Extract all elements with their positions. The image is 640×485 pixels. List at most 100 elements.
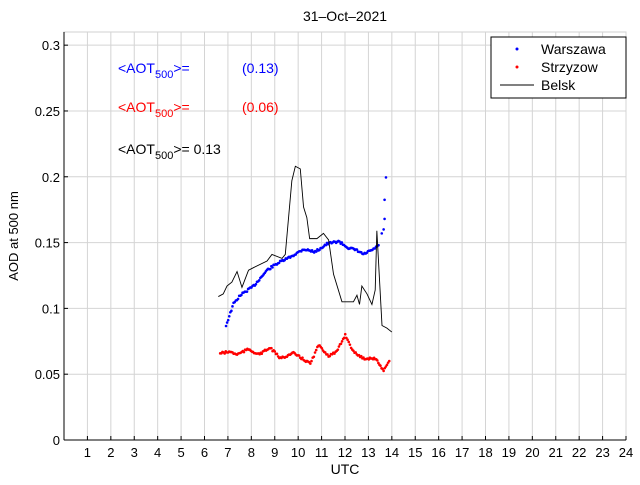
- data-point: [338, 240, 341, 243]
- aot-value: (0.06): [242, 99, 279, 115]
- data-point: [342, 336, 346, 340]
- aot-annotation: <AOT500>= 0.13: [118, 141, 221, 162]
- data-point: [314, 348, 318, 352]
- data-point: [326, 353, 329, 356]
- data-point: [381, 367, 384, 371]
- x-tick-label: 24: [619, 445, 633, 460]
- data-point: [315, 250, 318, 253]
- x-tick-label: 15: [408, 445, 422, 460]
- legend-dot-icon: [515, 47, 519, 51]
- data-point: [320, 347, 324, 350]
- legend-label: Belsk: [541, 77, 576, 93]
- legend-box: [490, 36, 627, 99]
- data-point: [313, 351, 317, 354]
- data-point: [273, 350, 277, 353]
- grid: [63, 31, 627, 441]
- x-tick-label: 11: [315, 445, 329, 460]
- data-point: [312, 355, 316, 359]
- data-point: [230, 309, 233, 313]
- data-point: [297, 354, 301, 357]
- series-layer: [218, 165, 393, 373]
- legend: Warszawa Strzyzow Belsk: [490, 36, 627, 99]
- x-tick-label: 18: [478, 445, 492, 460]
- data-point: [333, 352, 336, 355]
- aot-annotation: <AOT500>=: [118, 99, 190, 120]
- data-point: [242, 350, 246, 354]
- data-point: [225, 321, 229, 324]
- y-axis: 0 0.05 0.1 0.15 0.2 0.25 0.3: [35, 32, 68, 448]
- annotations: <AOT500>= (0.13)<AOT500>= (0.06)<AOT500>= …: [118, 60, 279, 162]
- y-tick-label: 0.2: [42, 170, 60, 185]
- data-point: [337, 345, 341, 348]
- x-tick-label: 4: [154, 445, 161, 460]
- data-point: [257, 279, 261, 282]
- data-point: [260, 352, 264, 356]
- x-tick-label: 16: [431, 445, 445, 460]
- aot-subscript: 500: [155, 150, 173, 162]
- data-point: [340, 241, 344, 244]
- x-tick-label: 14: [385, 445, 399, 460]
- data-point: [379, 364, 382, 368]
- belsk-line: [218, 165, 393, 333]
- x-tick-label: 1: [84, 445, 91, 460]
- x-tick-label: 20: [525, 445, 539, 460]
- x-tick-label: 23: [595, 445, 609, 460]
- data-point: [270, 346, 273, 350]
- data-point: [383, 217, 386, 221]
- aot-suffix: >=: [173, 60, 189, 76]
- data-point: [269, 267, 272, 271]
- aot-prefix: <AOT: [118, 60, 155, 76]
- data-point: [380, 232, 384, 235]
- data-point: [271, 266, 274, 269]
- data-point: [346, 338, 349, 342]
- data-point: [387, 359, 391, 363]
- data-point: [223, 352, 226, 355]
- series-strzyzow: [218, 332, 391, 373]
- x-tick-label: 2: [107, 445, 114, 460]
- data-point: [347, 340, 351, 344]
- data-point: [357, 353, 361, 357]
- y-axis-label: AOD at 500 nm: [6, 191, 21, 281]
- series-belsk: [218, 165, 393, 333]
- data-point: [324, 243, 328, 247]
- x-tick-label: 10: [291, 445, 305, 460]
- x-tick-label: 8: [248, 445, 255, 460]
- x-tick-label: 12: [338, 445, 352, 460]
- y-tick-label: 0.3: [42, 38, 60, 53]
- aot-value: (0.13): [242, 60, 279, 76]
- data-point: [245, 290, 249, 293]
- data-point: [384, 176, 388, 179]
- data-point: [254, 282, 258, 286]
- data-point: [309, 362, 312, 365]
- data-point: [310, 359, 313, 363]
- data-point: [277, 261, 281, 265]
- data-point: [359, 354, 363, 358]
- x-tick-label: 21: [549, 445, 563, 460]
- data-point: [354, 351, 357, 354]
- data-point: [340, 340, 344, 343]
- x-tick-label: 6: [201, 445, 208, 460]
- data-point: [382, 369, 385, 373]
- aot-suffix: >=: [173, 141, 193, 157]
- legend-dot-icon: [515, 65, 519, 69]
- y-tick-label: 0: [53, 433, 60, 448]
- aot-annotation: <AOT500>=: [118, 60, 190, 81]
- data-point: [226, 318, 230, 322]
- data-point: [343, 332, 347, 336]
- y-tick-label: 0.15: [35, 236, 60, 251]
- x-axis: 1 2 3 4 5 6 7 8 9 10 11 12 13 14 15 16 17 18 19 20 21 22 23 24: [64, 436, 633, 460]
- y-tick-label: 0.1: [42, 301, 60, 316]
- x-axis-label: UTC: [331, 461, 360, 477]
- aot-subscript: 500: [155, 108, 173, 120]
- aot-value: 0.13: [194, 141, 221, 157]
- y-tick-label: 0.25: [35, 104, 60, 119]
- legend-label: Warszawa: [541, 41, 606, 57]
- x-tick-label: 7: [224, 445, 231, 460]
- x-tick-label: 3: [131, 445, 138, 460]
- y-tick-label: 0.05: [35, 367, 60, 382]
- x-tick-label: 9: [271, 445, 278, 460]
- legend-label: Strzyzow: [541, 59, 599, 75]
- aot-prefix: <AOT: [118, 141, 155, 157]
- x-tick-label: 22: [572, 445, 586, 460]
- data-point: [355, 248, 359, 251]
